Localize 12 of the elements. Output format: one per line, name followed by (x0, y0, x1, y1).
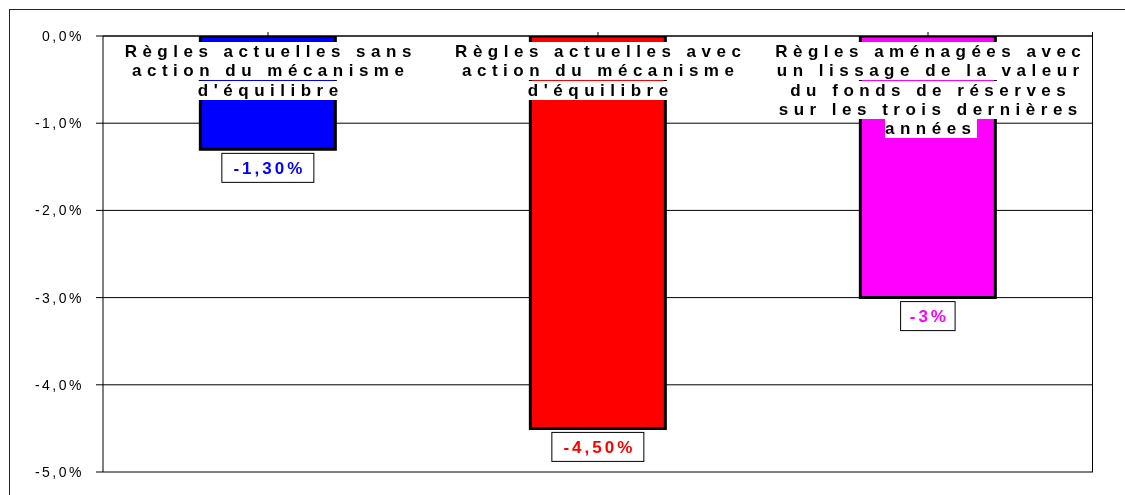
x-tick-label: Règles aménagées avec un lissage de la valeur du fonds de réserves sur les trois dernières années (775, 42, 1087, 139)
y-tick-label: -1,0% (34, 115, 84, 132)
data-label: -1,30% (233, 158, 306, 178)
x-tick-label: Règles actuelles sans action du mécanisme d'équilibre (124, 42, 417, 100)
data-label: -4,50% (563, 437, 636, 457)
y-tick-label: -5,0% (34, 464, 84, 480)
y-tick-label: -2,0% (34, 202, 84, 219)
y-tick-label: 0,0% (42, 28, 84, 44)
y-tick-label: -4,0% (34, 376, 84, 393)
data-label: -3% (909, 307, 949, 327)
x-tick-label: Règles actuelles avec action du mécanisme d'équilibre (455, 42, 747, 100)
y-tick-label: -3,0% (34, 289, 84, 306)
